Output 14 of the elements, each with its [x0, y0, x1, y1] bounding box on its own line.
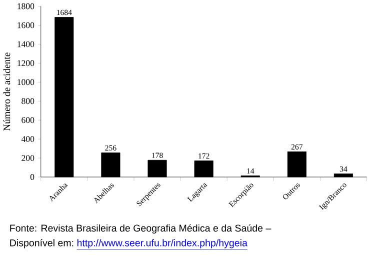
- text: Disponível em:: [10, 238, 74, 248]
- y-tick-label: 1000: [18, 78, 34, 85]
- y-tick-label: 200: [22, 154, 34, 161]
- y-tick-label: 600: [22, 116, 34, 123]
- y-tick-label: 1200: [18, 60, 34, 66]
- source-note: Fonte: Revista Brasileira de Geografia Médica e da Saúde –: [10, 224, 272, 234]
- y-tick-label: 800: [22, 98, 34, 104]
- y-axis-title: Número de acidente: [3, 52, 10, 131]
- y-tick-label: 1800: [18, 3, 34, 10]
- y-tick-label: 1400: [18, 41, 34, 47]
- y-tick-label: 1600: [18, 22, 34, 28]
- text: http://www.seer.ufu.br/index.php/hygeia: [77, 238, 248, 248]
- y-tick-label: 400: [21, 136, 34, 142]
- y-tick-label: 0: [30, 174, 34, 180]
